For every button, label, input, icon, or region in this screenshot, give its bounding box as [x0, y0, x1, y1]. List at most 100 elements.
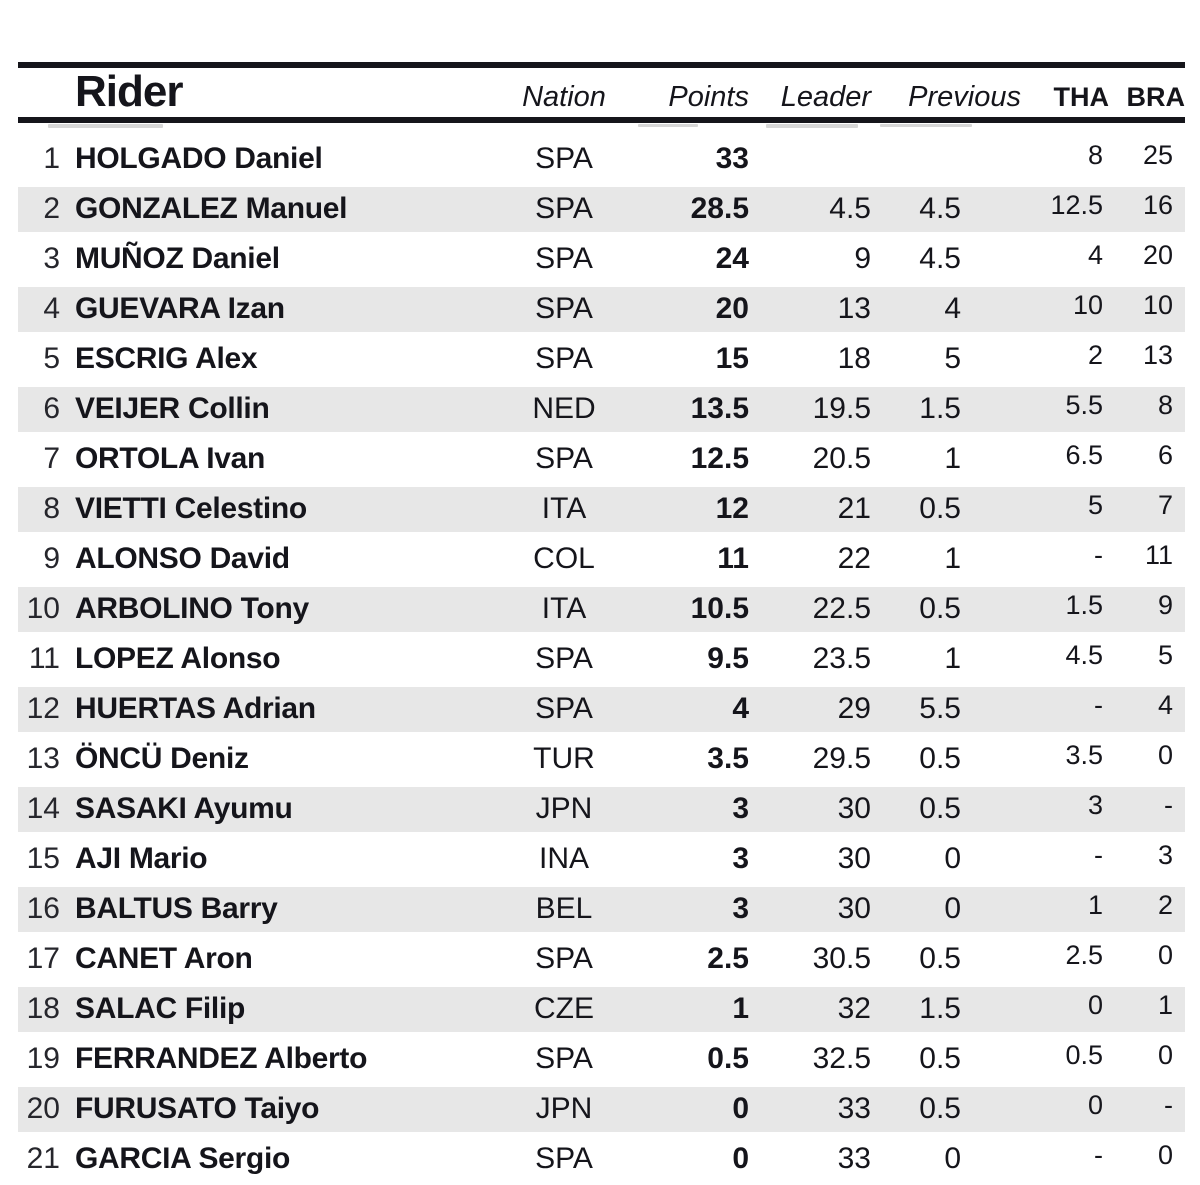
nation-cell: TUR	[533, 742, 595, 775]
column-header-previous: Previous	[908, 81, 1021, 113]
nation-cell: SPA	[535, 192, 593, 225]
position-cell: 14	[26, 792, 60, 825]
bra-points-cell: 3	[1157, 839, 1173, 870]
leader-gap-cell: 30	[837, 842, 871, 875]
rider-cell: ORTOLA Ivan	[75, 442, 266, 475]
cropped-glyph-fragment	[766, 124, 858, 128]
top-rule	[18, 62, 1185, 68]
table-row: 1 HOLGADO Daniel SPA 33 8 25	[18, 134, 1185, 184]
tha-points-cell: -	[1094, 1139, 1103, 1170]
table-row: 10 ARBOLINO Tony ITA 10.5 22.5 0.5 1.5 9	[18, 584, 1185, 634]
table-row: 11 LOPEZ Alonso SPA 9.5 23.5 1 4.5 5	[18, 634, 1185, 684]
tha-points-cell: 3	[1087, 789, 1103, 820]
position-cell: 8	[43, 492, 60, 525]
column-header-rider: Rider	[75, 67, 183, 116]
tha-points-cell: 1.5	[1065, 589, 1103, 620]
bra-points-cell: 25	[1142, 139, 1173, 170]
leader-gap-cell: 9	[854, 242, 871, 275]
leader-gap-cell: 30	[837, 792, 871, 825]
position-cell: 11	[28, 642, 60, 675]
rider-cell: MUÑOZ Daniel	[75, 242, 280, 275]
tha-points-cell: -	[1094, 689, 1103, 720]
points-cell: 0.5	[707, 1042, 749, 1075]
tha-points-cell: 5	[1087, 489, 1103, 520]
nation-cell: BEL	[535, 892, 593, 925]
table-header-row: Rider Nation Points Leader Previous THA …	[18, 68, 1185, 117]
tha-points-cell: 2.5	[1065, 939, 1103, 970]
bra-points-cell: 6	[1157, 439, 1173, 470]
bra-points-cell: 1	[1157, 989, 1173, 1020]
cropped-glyph-fragment	[880, 124, 972, 127]
nation-cell: SPA	[535, 342, 593, 375]
table-row: 15 AJI Mario INA 3 30 0 - 3	[18, 834, 1185, 884]
tha-points-cell: 12.5	[1050, 189, 1103, 220]
nation-cell: NED	[532, 392, 596, 425]
position-cell: 19	[26, 1042, 60, 1075]
leader-gap-cell: 29	[837, 692, 871, 725]
tha-points-cell: 2	[1087, 339, 1103, 370]
tha-points-cell: 1	[1087, 889, 1103, 920]
rider-cell: ALONSO David	[75, 542, 290, 575]
bra-points-cell: 9	[1157, 589, 1173, 620]
table-row: 12 HUERTAS Adrian SPA 4 29 5.5 - 4	[18, 684, 1185, 734]
tha-points-cell: 0	[1087, 989, 1103, 1020]
position-cell: 2	[43, 192, 60, 225]
position-cell: 4	[43, 292, 60, 325]
previous-gap-cell: 4	[944, 292, 961, 325]
previous-gap-cell: 5.5	[919, 692, 961, 725]
bra-points-cell: 11	[1144, 539, 1173, 570]
cropped-glyph-fragment	[638, 124, 698, 127]
position-cell: 20	[26, 1092, 60, 1125]
points-cell: 4	[732, 692, 749, 725]
cropped-glyph-fragment	[48, 124, 163, 128]
previous-gap-cell: 0.5	[919, 1092, 961, 1125]
leader-gap-cell: 13	[837, 292, 871, 325]
tha-points-cell: 0.5	[1065, 1039, 1103, 1070]
points-cell: 28.5	[690, 192, 749, 225]
points-cell: 0	[732, 1092, 749, 1125]
table-row: 9 ALONSO David COL 11 22 1 - 11	[18, 534, 1185, 584]
table-row: 21 GARCIA Sergio SPA 0 33 0 - 0	[18, 1134, 1185, 1184]
standings-table: Rider Nation Points Leader Previous THA …	[18, 62, 1185, 1184]
table-row: 4 GUEVARA Izan SPA 20 13 4 10 10	[18, 284, 1185, 334]
rider-cell: GUEVARA Izan	[75, 292, 285, 325]
points-cell: 10.5	[690, 592, 749, 625]
cropped-text-remnants	[18, 123, 1185, 134]
previous-gap-cell: 0.5	[919, 592, 961, 625]
position-cell: 6	[43, 392, 60, 425]
bra-points-cell: 13	[1142, 339, 1173, 370]
table-row: 6 VEIJER Collin NED 13.5 19.5 1.5 5.5 8	[18, 384, 1185, 434]
rider-cell: VEIJER Collin	[75, 392, 270, 425]
column-header-points: Points	[668, 81, 749, 113]
rider-cell: FERRANDEZ Alberto	[75, 1042, 368, 1075]
column-header-nation: Nation	[522, 81, 606, 113]
table-row: 16 BALTUS Barry BEL 3 30 0 1 2	[18, 884, 1185, 934]
rider-cell: LOPEZ Alonso	[75, 642, 281, 675]
previous-gap-cell: 0	[944, 842, 961, 875]
nation-cell: SPA	[535, 642, 593, 675]
table-row: 5 ESCRIG Alex SPA 15 18 5 2 13	[18, 334, 1185, 384]
table-row: 14 SASAKI Ayumu JPN 3 30 0.5 3 -	[18, 784, 1185, 834]
points-cell: 2.5	[707, 942, 749, 975]
points-cell: 3	[732, 792, 749, 825]
previous-gap-cell: 0.5	[919, 492, 961, 525]
tha-points-cell: 0	[1087, 1089, 1103, 1120]
bra-points-cell: 0	[1157, 939, 1173, 970]
tha-points-cell: 6.5	[1065, 439, 1103, 470]
bra-points-cell: -	[1164, 1089, 1173, 1120]
position-cell: 21	[26, 1142, 60, 1175]
table-row: 7 ORTOLA Ivan SPA 12.5 20.5 1 6.5 6	[18, 434, 1185, 484]
table-row: 17 CANET Aron SPA 2.5 30.5 0.5 2.5 0	[18, 934, 1185, 984]
rider-cell: AJI Mario	[75, 842, 208, 875]
rider-cell: ÖNCÜ Deniz	[75, 742, 249, 775]
nation-cell: CZE	[534, 992, 594, 1025]
rider-cell: HOLGADO Daniel	[75, 142, 323, 175]
points-cell: 3	[732, 892, 749, 925]
leader-gap-cell: 21	[837, 492, 871, 525]
leader-gap-cell: 22	[837, 542, 871, 575]
previous-gap-cell: 5	[944, 342, 961, 375]
tha-points-cell: -	[1094, 539, 1103, 570]
bra-points-cell: 0	[1157, 1139, 1173, 1170]
leader-gap-cell: 29.5	[812, 742, 871, 775]
